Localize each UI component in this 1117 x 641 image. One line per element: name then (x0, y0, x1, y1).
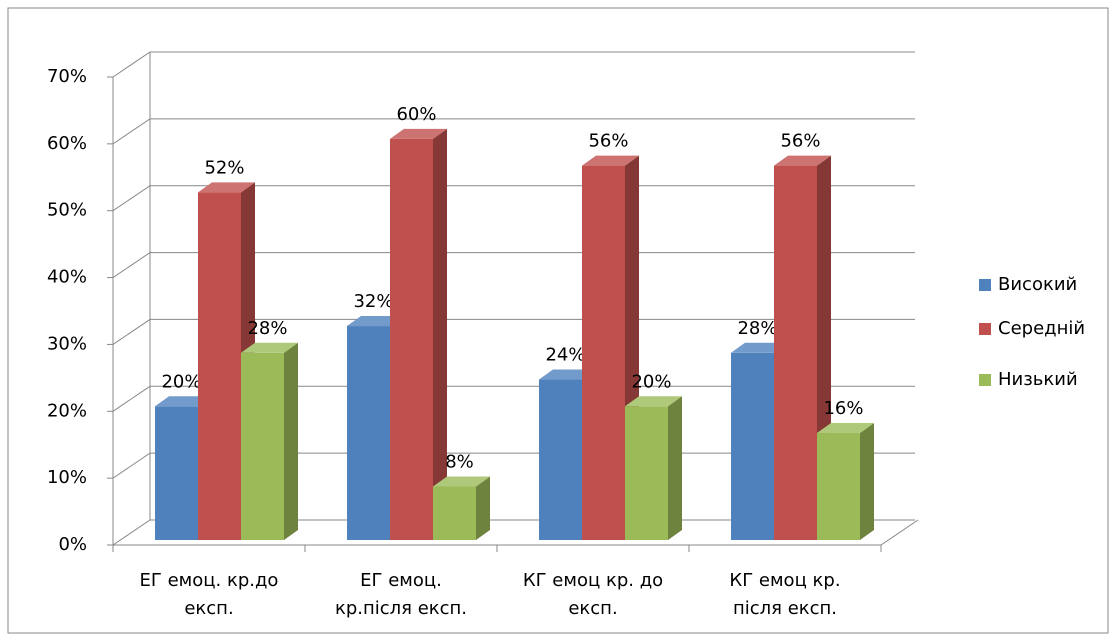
grid-line (112, 318, 915, 345)
data-label: 20% (161, 371, 201, 392)
x-tick-label: ЕГ емоц. кр.після експ. (334, 570, 468, 619)
y-tick-label: 0% (58, 534, 87, 555)
grid-line (112, 185, 915, 212)
data-label: 52% (204, 157, 244, 178)
bar (625, 406, 668, 540)
y-tick-label: 60% (47, 133, 87, 154)
bar-side (668, 396, 682, 540)
bar-side (433, 128, 447, 540)
data-label: 8% (445, 452, 474, 473)
bar-top (817, 423, 874, 434)
bar (347, 326, 390, 540)
bar-side (476, 476, 490, 540)
bar (539, 379, 582, 540)
y-tick-label: 50% (47, 200, 87, 221)
grid-line (112, 51, 915, 78)
bar (241, 352, 284, 540)
bar-top (198, 182, 255, 193)
legend-label: Низький (998, 369, 1078, 390)
data-label: 16% (823, 398, 863, 419)
bar-side (284, 342, 298, 540)
bar-top (155, 396, 212, 407)
legend-swatch (979, 279, 991, 291)
grid-line (112, 385, 915, 412)
grid-line (112, 252, 915, 278)
bar (731, 352, 774, 540)
x-tick-label: ЕГ емоц. кр.до експ. (139, 570, 279, 619)
bar (433, 486, 476, 540)
bar-top (774, 155, 831, 166)
data-label: 28% (247, 318, 287, 339)
data-label: 24% (545, 345, 585, 366)
data-label: 32% (353, 291, 393, 312)
x-tick-label: КГ емоц кр. після експ. (729, 570, 841, 619)
y-tick-label: 30% (47, 333, 87, 354)
bar (582, 165, 625, 540)
bar-top (347, 316, 404, 327)
bar-top (390, 128, 447, 139)
y-tick-label: 40% (47, 267, 87, 288)
x-tick-label: КГ емоц кр. до експ. (522, 570, 664, 619)
legend-swatch (979, 323, 991, 335)
bar-top (539, 369, 596, 380)
legend-label: Середній (998, 318, 1085, 339)
bar (198, 192, 241, 541)
y-tick-label: 10% (47, 467, 87, 488)
bar-top (625, 396, 682, 407)
y-tick-label: 70% (47, 66, 87, 87)
bar-top (433, 476, 490, 487)
bar (155, 406, 198, 540)
legend-swatch (979, 374, 991, 386)
bar-top (241, 342, 298, 353)
bar (390, 138, 433, 540)
legend-label: Високий (998, 274, 1077, 295)
bar-side (860, 423, 874, 540)
data-label: 56% (780, 131, 820, 152)
y-tick-label: 20% (47, 400, 87, 421)
bar-top (582, 155, 639, 166)
bar-top (731, 342, 788, 353)
bar (817, 433, 860, 540)
data-label: 60% (396, 104, 436, 125)
bar (774, 165, 817, 540)
data-label: 28% (737, 318, 777, 339)
grid-line (112, 118, 915, 145)
data-label: 56% (588, 131, 628, 152)
data-label: 20% (631, 371, 671, 392)
